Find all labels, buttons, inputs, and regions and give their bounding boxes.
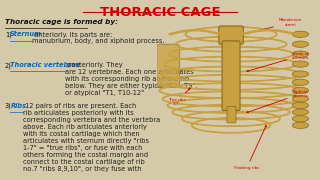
Text: True ribs
1-7: True ribs 1-7: [168, 88, 190, 106]
Text: Sternum: Sternum: [10, 31, 42, 37]
Text: Ribs: Ribs: [10, 103, 27, 109]
FancyBboxPatch shape: [227, 106, 236, 123]
Text: Thoracic cage is formed by:: Thoracic cage is formed by:: [5, 19, 118, 25]
Ellipse shape: [292, 41, 308, 47]
FancyBboxPatch shape: [157, 44, 180, 87]
Text: 2): 2): [5, 62, 12, 69]
Ellipse shape: [292, 116, 308, 122]
Ellipse shape: [292, 31, 308, 37]
Ellipse shape: [292, 102, 308, 109]
Text: Body of
sternum: Body of sternum: [247, 51, 309, 72]
Text: Xiphoid
process: Xiphoid process: [247, 90, 308, 113]
Ellipse shape: [292, 96, 308, 102]
Ellipse shape: [292, 71, 308, 77]
Ellipse shape: [292, 109, 308, 115]
Ellipse shape: [292, 61, 308, 67]
Text: 3): 3): [5, 103, 12, 109]
Ellipse shape: [292, 87, 308, 94]
Text: 12 pairs of ribs are present. Each
rib articulates posteriorly with its
correspo: 12 pairs of ribs are present. Each rib a…: [22, 103, 160, 172]
FancyBboxPatch shape: [219, 26, 243, 44]
Ellipse shape: [292, 51, 308, 57]
Ellipse shape: [292, 122, 308, 129]
FancyBboxPatch shape: [222, 41, 240, 111]
Text: anteriorly. Its parts are:
manubrium, body, and xiphoid process.: anteriorly. Its parts are: manubrium, bo…: [32, 31, 164, 44]
Text: Thoracic vertebrae: Thoracic vertebrae: [10, 62, 81, 68]
Text: Floating ribs: Floating ribs: [234, 125, 266, 170]
Text: THORACIC CAGE: THORACIC CAGE: [100, 6, 220, 19]
Text: Manubrium
sterni: Manubrium sterni: [247, 18, 302, 34]
Text: 1): 1): [5, 31, 12, 38]
Text: posteriorly. They
are 12 vertebrae. Each one articulates
with its corresponding : posteriorly. They are 12 vertebrae. Each…: [65, 62, 197, 96]
Ellipse shape: [292, 79, 308, 86]
